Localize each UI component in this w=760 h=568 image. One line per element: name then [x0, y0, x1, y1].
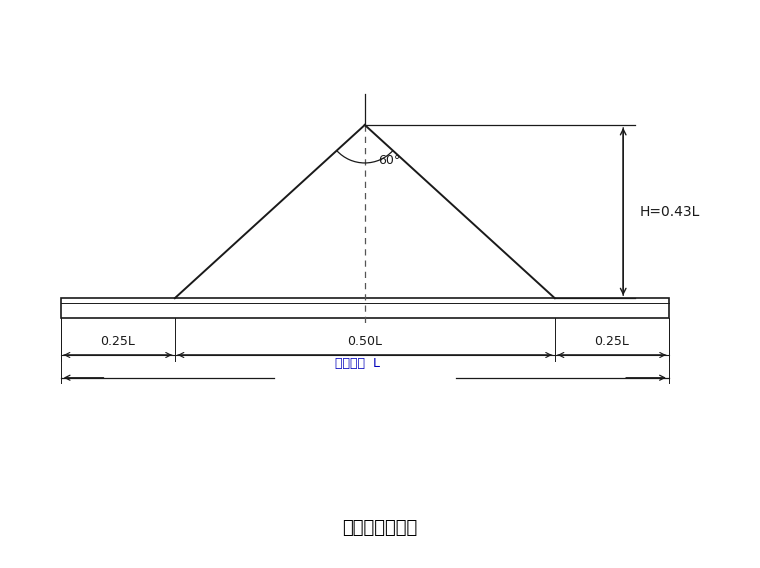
Bar [61, 298, 669, 318]
Text: 60°: 60° [378, 154, 401, 168]
Text: 钒板桩吸装方法: 钒板桩吸装方法 [342, 519, 418, 537]
Text: 0.50L: 0.50L [347, 335, 382, 348]
Text: 钒板桩长  L: 钒板桩长 L [334, 357, 380, 370]
Text: 0.25L: 0.25L [594, 335, 629, 348]
Text: 0.25L: 0.25L [100, 335, 135, 348]
Text: H=0.43L: H=0.43L [640, 204, 700, 219]
